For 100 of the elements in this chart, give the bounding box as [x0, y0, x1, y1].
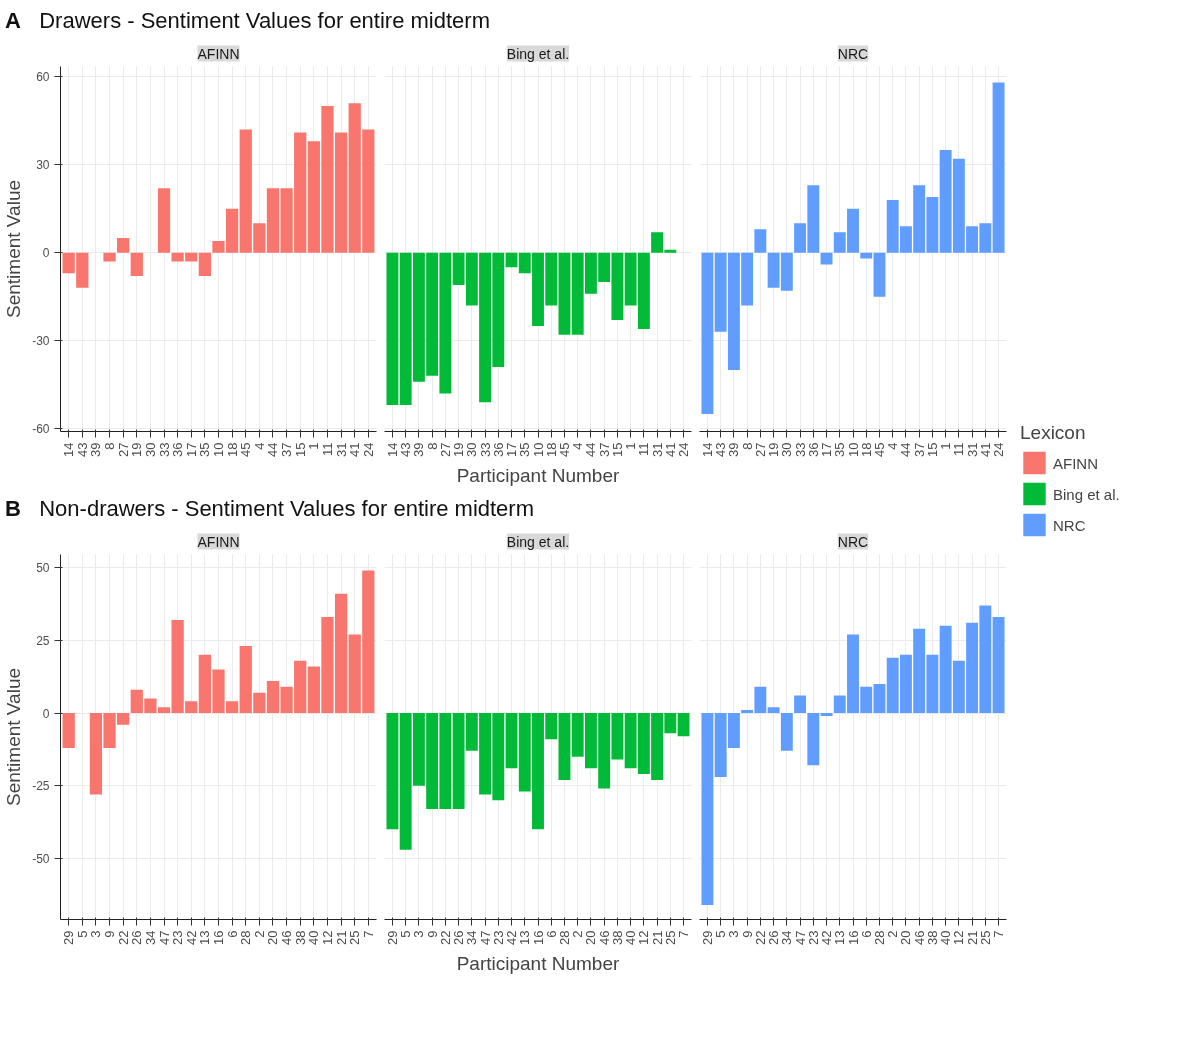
x-tick-label: 37: [596, 442, 612, 457]
x-tick-label: 8: [739, 442, 755, 450]
x-tick-label: 11: [951, 442, 967, 456]
text: A: [5, 8, 21, 33]
x-tick-label: 38: [292, 930, 308, 945]
x-tick-label: 35: [517, 442, 533, 457]
x-tick-label: 45: [871, 442, 887, 457]
x-tick-label: 14: [699, 442, 715, 457]
text: AFINN: [197, 45, 240, 62]
x-tick-label: 15: [292, 442, 308, 457]
x-tick-label: 9: [739, 930, 755, 938]
x-tick-label: 42: [183, 930, 199, 945]
text: NRC: [837, 533, 869, 550]
bar: [992, 617, 1005, 714]
bar: [157, 188, 171, 253]
x-tick-label: 3: [411, 930, 427, 938]
x-tick-label: 9: [102, 930, 118, 938]
x-tick-label: 42: [819, 930, 835, 945]
x-tick-label: 26: [451, 930, 467, 945]
bar: [754, 229, 767, 253]
y-axis-title: Sentiment Value: [3, 179, 25, 318]
y-tick-label: -60: [32, 422, 50, 437]
x-tick-label: 23: [805, 930, 821, 945]
x-tick-label: 40: [623, 930, 639, 945]
bar: [794, 695, 807, 714]
x-tick-label: 37: [911, 442, 927, 457]
x-tick-label: 26: [129, 930, 145, 945]
x-tick-label: 16: [211, 930, 226, 945]
y-tick-label: 30: [36, 158, 50, 173]
x-tick-label: 36: [805, 442, 821, 457]
y-tick-label: 50: [36, 561, 50, 576]
x-tick-label: 31: [964, 442, 980, 457]
x-tick-label: 19: [129, 442, 145, 457]
y-tick-label: -30: [32, 334, 50, 349]
x-tick-label: 34: [464, 930, 480, 945]
text: Bing et al.: [506, 533, 570, 550]
x-tick-label: 25: [977, 930, 993, 945]
x-tick-label: 2: [885, 930, 901, 938]
x-tick-label: 43: [713, 442, 729, 457]
x-tick-label: 19: [766, 442, 782, 457]
legend-label: AFINN: [1053, 454, 1098, 471]
x-tick-label: 22: [752, 930, 768, 945]
x-tick-label: 23: [170, 930, 186, 945]
x-tick-label: 1: [306, 442, 322, 450]
bar: [873, 252, 886, 297]
x-tick-label: 10: [530, 442, 546, 457]
x-tick-label: 31: [649, 442, 665, 457]
bar: [767, 707, 780, 714]
x-tick-label: 9: [424, 930, 440, 938]
x-tick-label: 47: [477, 930, 493, 945]
x-tick-label: 12: [951, 930, 967, 945]
x-tick-label: 16: [845, 930, 861, 945]
x-tick-label: 30: [142, 442, 158, 457]
x-tick-label: 46: [596, 930, 612, 945]
x-tick-label: 33: [792, 442, 808, 457]
legend-label: NRC: [1053, 516, 1086, 533]
x-tick-label: 14: [384, 442, 400, 457]
x-tick-label: 46: [911, 930, 927, 945]
x-tick-label: 39: [411, 442, 427, 457]
text: AFINN: [197, 533, 240, 550]
x-tick-label: 4: [251, 442, 267, 450]
bar: [130, 252, 143, 277]
x-tick-label: 1: [938, 442, 954, 450]
x-tick-label: 29: [61, 930, 77, 945]
x-tick-label: 27: [752, 442, 768, 457]
x-tick-label: 29: [384, 930, 400, 945]
x-tick-label: 34: [779, 930, 795, 945]
x-tick-label: 42: [504, 930, 520, 945]
x-tick-label: 27: [115, 442, 131, 457]
bar: [103, 252, 116, 262]
x-tick-label: 3: [726, 930, 742, 938]
x-tick-label: 38: [924, 930, 940, 945]
x-tick-label: 45: [556, 442, 572, 457]
legend-title: Lexicon: [1020, 421, 1087, 444]
x-tick-label: 30: [779, 442, 795, 457]
text: B: [5, 496, 21, 521]
x-tick-label: 2: [251, 930, 267, 938]
x-tick-label: 43: [398, 442, 414, 457]
chart-title: Non-drawers - Sentiment Values for entire midterm: [39, 496, 535, 521]
x-tick-label: 43: [74, 442, 90, 457]
y-tick-label: 0: [42, 246, 50, 261]
bar: [62, 713, 75, 748]
x-tick-label: 23: [490, 930, 506, 945]
x-tick-label: 41: [347, 442, 363, 457]
x-tick-label: 24: [360, 442, 376, 457]
x-tick-label: 6: [543, 930, 559, 938]
x-tick-label: 39: [726, 442, 742, 457]
x-tick-label: 36: [170, 442, 186, 457]
x-tick-label: 7: [676, 930, 692, 938]
x-tick-label: 6: [224, 930, 240, 938]
x-axis-title: Participant Number: [456, 464, 620, 486]
x-tick-label: 38: [609, 930, 625, 945]
text: NRC: [837, 45, 869, 62]
x-tick-label: 17: [819, 442, 835, 457]
x-tick-label: 7: [360, 930, 376, 938]
bar: [860, 252, 873, 259]
x-tick-label: 27: [437, 442, 453, 457]
x-tick-label: 47: [156, 930, 172, 945]
bar: [992, 82, 1005, 253]
x-tick-label: 21: [649, 930, 665, 945]
